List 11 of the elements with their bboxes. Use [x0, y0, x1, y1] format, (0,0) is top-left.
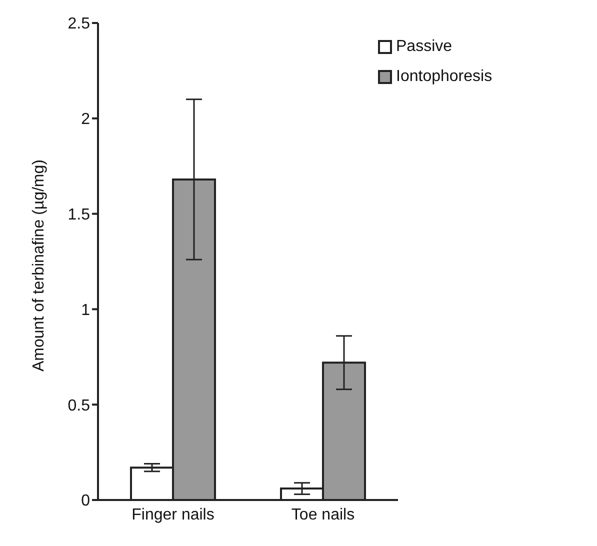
y-tick-label: 0.5 [68, 397, 90, 414]
x-tick-label: Finger nails [132, 506, 214, 524]
y-tick-label: 1.5 [68, 206, 90, 224]
legend-label: Passive [395, 38, 454, 56]
x-tick-label: Toe nails [291, 506, 355, 524]
legend-label: Iontophoresis [395, 68, 494, 86]
y-tick-label: 1 [81, 302, 90, 319]
y-tick-label: 2.5 [68, 16, 90, 33]
y-tick-label: 2 [81, 111, 90, 128]
y-tick-label: 0 [81, 492, 90, 510]
y-axis-title: Amount of terbinafine (µg/mg) [30, 160, 48, 372]
